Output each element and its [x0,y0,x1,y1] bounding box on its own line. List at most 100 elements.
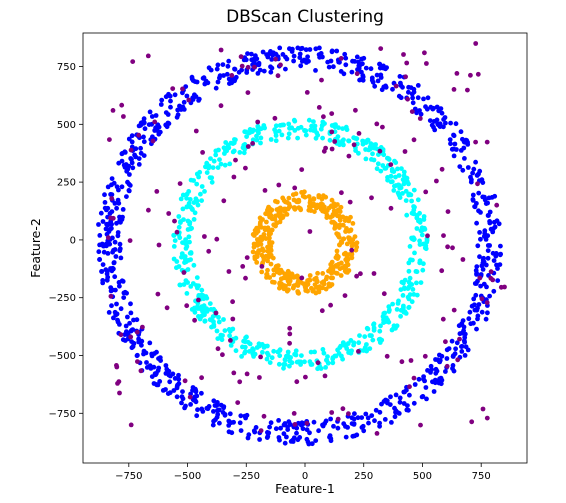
data-point-series-1 [273,138,279,144]
data-point-series-1 [286,121,292,127]
data-point-series-1 [411,187,417,193]
data-point-series-0 [103,226,109,232]
data-point-series-0 [171,388,177,393]
data-point-series-0 [465,165,471,170]
data-point-series-0 [473,292,479,298]
x-tick-label: 500 [413,471,432,482]
data-point-series-1 [195,202,201,208]
data-point-series-1 [410,257,415,263]
data-point-series-0 [468,174,473,180]
data-point-series-0 [291,58,296,64]
data-point-series-1 [195,285,200,291]
data-point-series-1 [199,287,205,293]
data-point-series-1 [371,145,377,151]
data-point-series-3 [255,119,261,125]
data-point-series-0 [245,435,251,441]
data-point-series-0 [167,93,173,99]
data-point-series-1 [289,125,295,131]
data-point-series-1 [346,138,352,144]
data-point-series-0 [377,423,382,429]
data-point-series-1 [421,261,426,267]
data-point-series-1 [198,191,203,197]
data-point-series-0 [342,51,348,57]
data-point-series-1 [395,301,401,306]
data-point-series-1 [204,170,210,176]
data-point-series-0 [495,266,500,271]
data-point-series-0 [427,118,433,123]
data-point-series-0 [102,200,108,205]
data-point-series-1 [186,234,192,240]
data-point-series-1 [293,348,299,354]
data-point-series-0 [448,120,453,126]
data-point-series-1 [370,337,376,343]
data-point-series-1 [406,305,412,310]
data-point-series-3 [477,275,483,281]
data-point-series-0 [168,98,173,104]
data-point-series-1 [291,117,297,123]
data-point-series-1 [176,214,182,219]
data-point-series-0 [469,303,475,309]
data-point-series-2 [271,267,277,273]
data-point-series-1 [241,338,247,344]
data-point-series-0 [245,51,250,56]
data-point-series-0 [112,239,118,245]
data-point-series-1 [254,345,260,350]
data-point-series-2 [349,255,355,261]
data-point-series-0 [120,337,126,343]
data-point-series-1 [240,145,246,151]
data-point-series-0 [195,407,200,413]
data-point-series-0 [157,129,163,135]
data-point-series-0 [182,405,188,411]
data-point-series-1 [184,291,190,296]
data-point-series-0 [442,115,448,120]
data-point-series-3 [233,157,238,163]
data-point-series-0 [196,98,202,103]
data-point-series-1 [207,175,213,181]
data-point-series-3 [240,264,246,269]
data-point-series-0 [431,119,437,124]
data-point-series-1 [196,174,202,180]
data-point-series-0 [96,249,102,255]
data-point-series-0 [354,432,360,438]
data-point-series-3 [244,371,250,377]
data-point-series-0 [298,63,304,69]
data-point-series-0 [415,95,421,101]
data-point-series-0 [488,226,494,232]
data-point-series-3 [231,174,237,180]
data-point-series-3 [218,103,224,109]
data-point-series-1 [330,355,336,360]
data-point-series-2 [286,195,292,201]
data-point-series-0 [158,102,164,107]
data-point-series-0 [474,326,479,332]
data-point-series-0 [226,76,232,82]
data-point-series-2 [318,201,324,207]
data-point-series-2 [295,283,301,288]
data-point-series-0 [483,201,489,207]
data-point-series-0 [397,399,403,405]
data-point-series-3 [230,316,236,322]
data-point-series-3 [404,60,410,66]
data-point-series-1 [335,134,341,140]
data-point-series-1 [228,343,234,348]
data-point-series-0 [458,148,464,153]
data-point-series-3 [135,359,140,364]
data-point-series-0 [288,439,294,444]
data-point-series-2 [321,279,327,284]
data-point-series-1 [419,232,425,238]
data-point-series-0 [193,399,199,405]
data-point-series-1 [391,169,397,175]
data-point-series-1 [268,137,274,142]
data-point-series-3 [214,236,220,242]
data-point-series-0 [213,85,219,91]
data-point-series-0 [141,153,147,159]
data-point-series-0 [136,339,142,345]
data-point-series-0 [273,426,279,432]
data-point-series-1 [371,325,377,331]
data-point-series-0 [221,405,227,411]
data-point-series-1 [282,357,288,362]
data-point-series-1 [368,146,373,152]
data-point-series-3 [196,297,201,303]
data-point-series-3 [484,415,490,421]
data-point-series-3 [128,422,134,428]
data-point-series-2 [296,290,302,296]
